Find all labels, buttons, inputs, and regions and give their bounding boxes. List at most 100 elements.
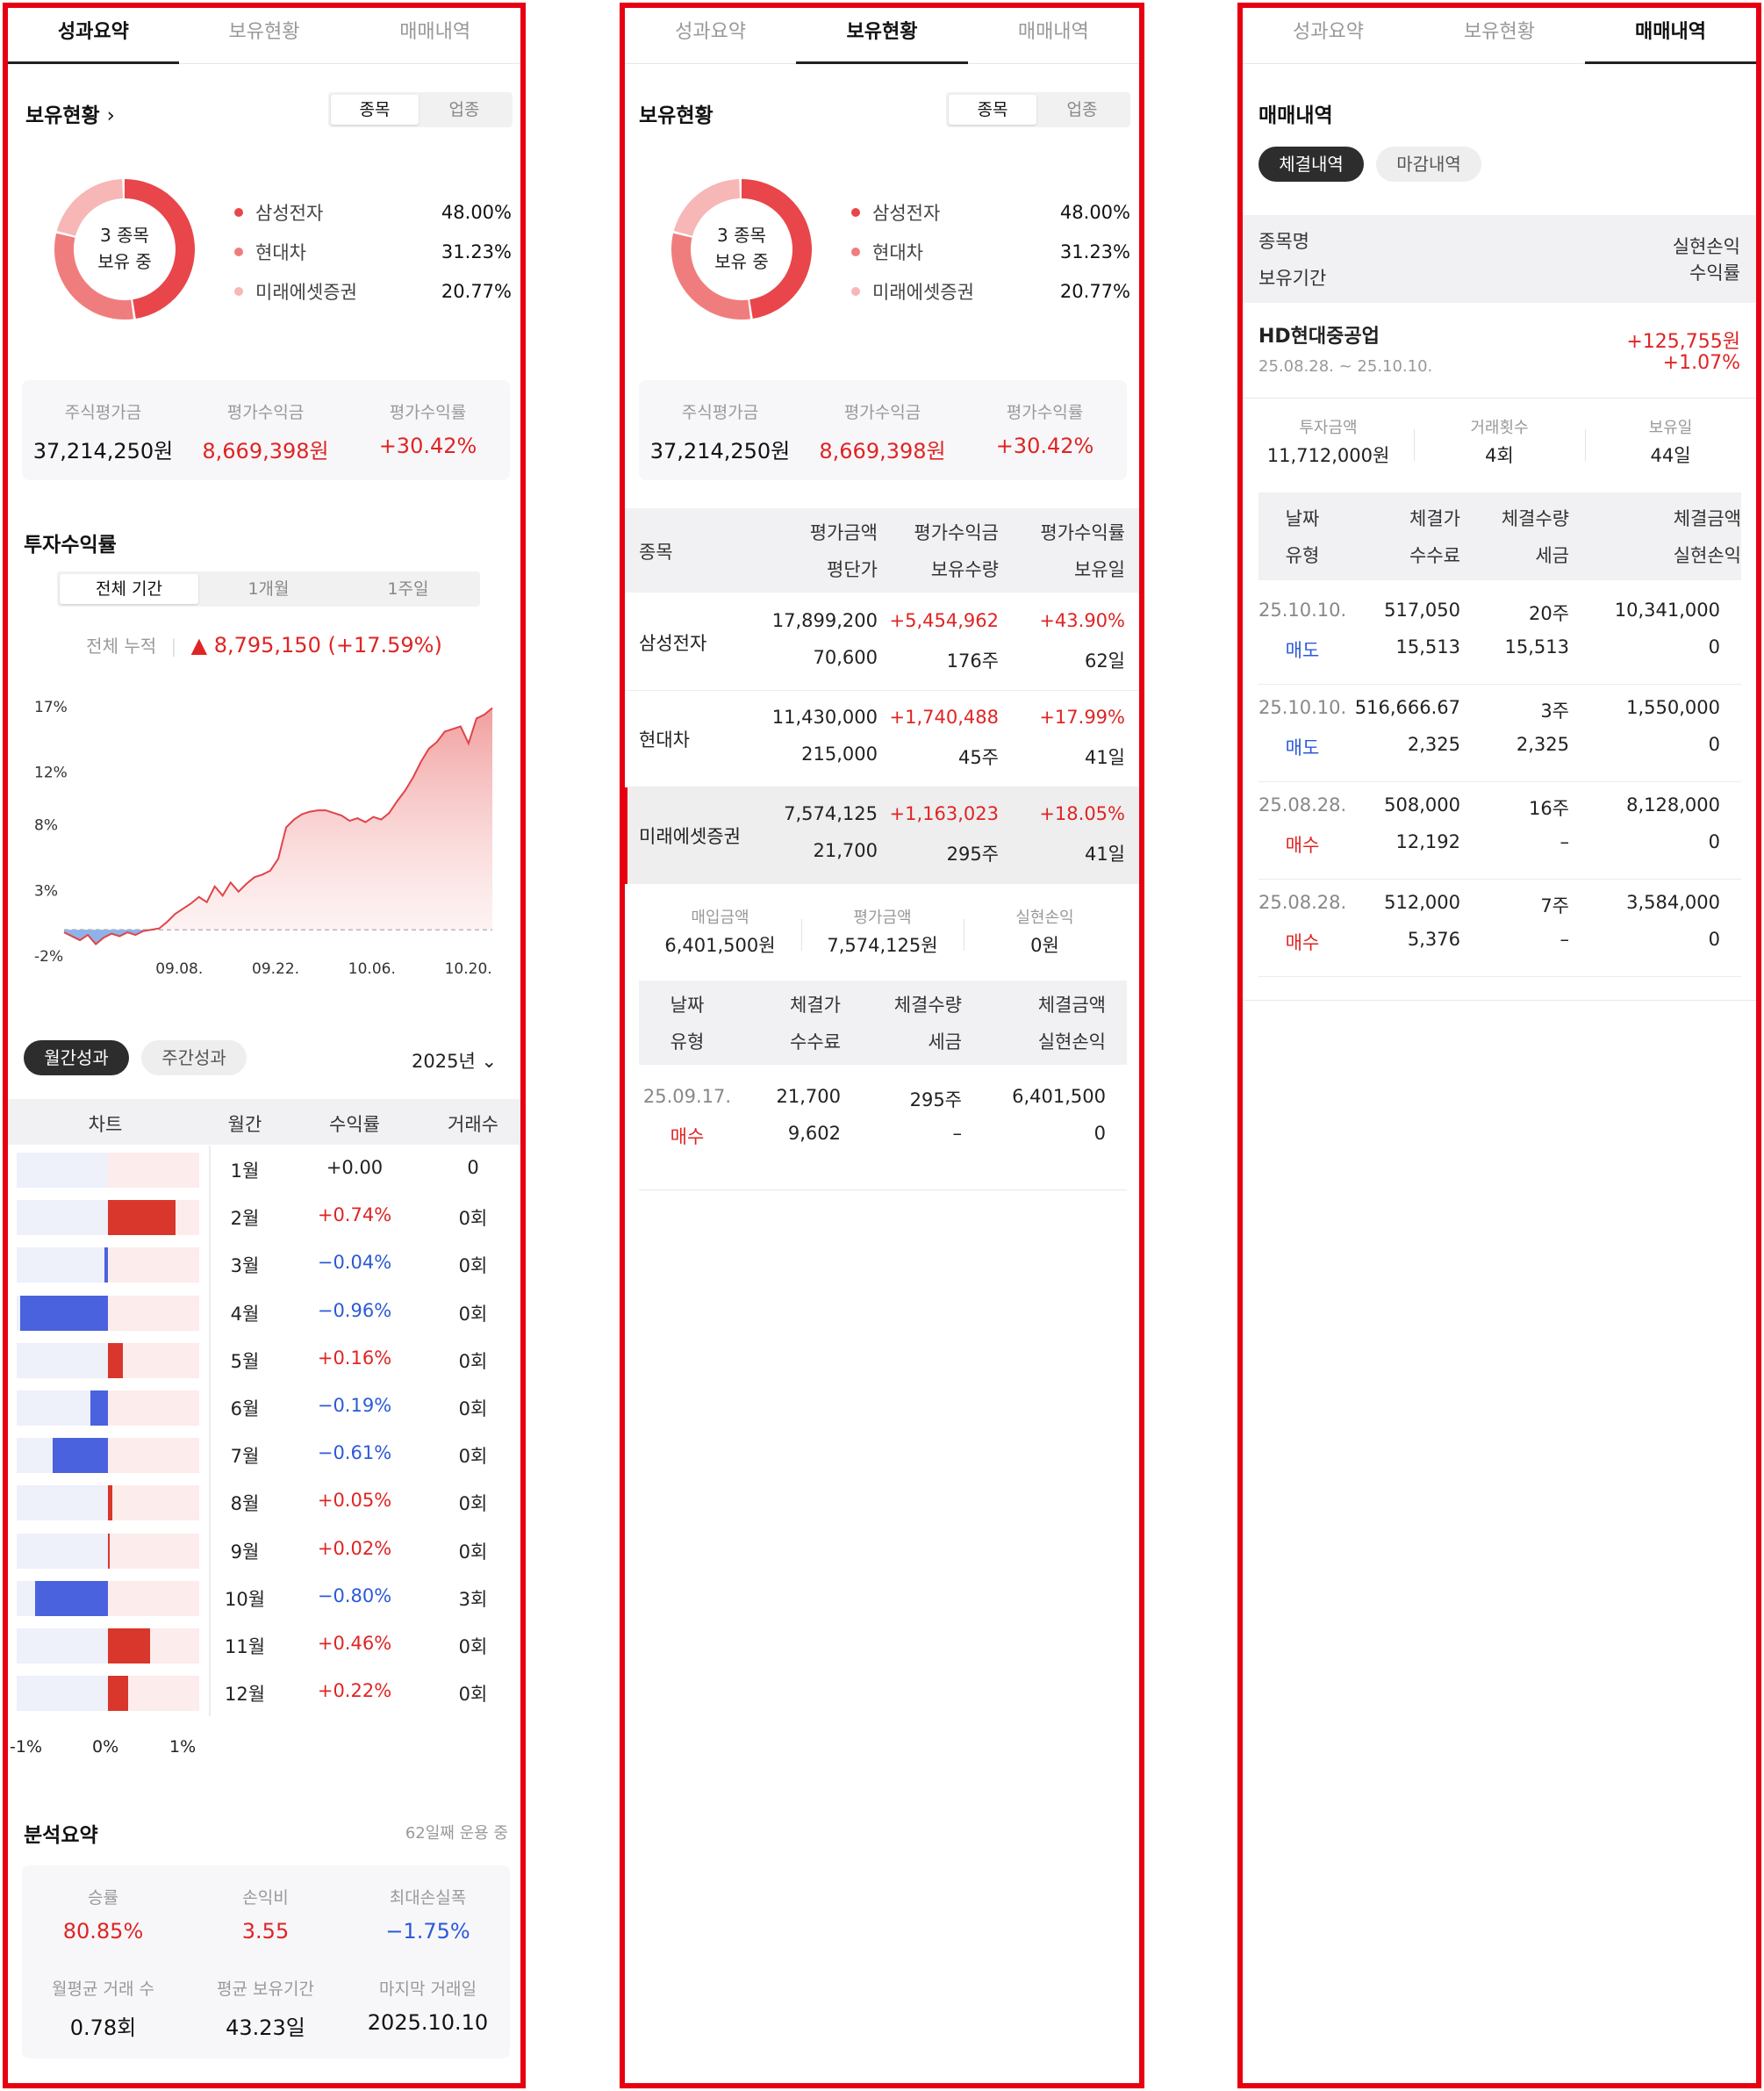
- monthly-bar-track: [17, 1295, 199, 1331]
- donut-slice: [125, 179, 195, 319]
- row-month: 8월: [230, 1493, 260, 1515]
- stat-winrate: 승률 80.85%: [22, 1885, 184, 1944]
- tab-performance[interactable]: 성과요약: [8, 8, 179, 64]
- holdings-title-link[interactable]: 보유현황 ›: [25, 98, 115, 128]
- holding-row[interactable]: 삼성전자 17,899,200 70,600 +5,454,962 176주 +43.90…: [625, 594, 1139, 691]
- trade-type: 매도: [1285, 737, 1320, 758]
- trade-qty: 295주: [909, 1089, 962, 1110]
- donut-center-label: 3 종목 보유 중: [41, 222, 208, 275]
- monthly-row[interactable]: 1월 +0.00 0: [8, 1146, 520, 1193]
- trade-list-item[interactable]: HD현대중공업 25.08.28. ~ 25.10.10. +125,755원 …: [1243, 306, 1756, 398]
- segment-sector[interactable]: 업종: [448, 100, 480, 119]
- period-all[interactable]: 전체 기간: [60, 574, 198, 604]
- donut-slice: [671, 233, 751, 320]
- holding-row[interactable]: 미래에셋증권 7,574,125 21,700 +1,163,023 295주 +18.0…: [625, 787, 1139, 884]
- trade-amount: 10,341,000: [1614, 600, 1720, 621]
- header-eval: 평가금액: [809, 522, 878, 543]
- stat-label: 거래횟수: [1470, 419, 1529, 437]
- trade-qty: 16주: [1528, 798, 1569, 819]
- trade-row[interactable]: 25.10.10. 매도 516,666.67 2,325 3주 2,325 1,550,0…: [1258, 685, 1741, 782]
- trade-row[interactable]: 25.08.28. 매수 512,000 5,376 7주 – 3,584,000 0: [1258, 880, 1741, 977]
- monthly-row[interactable]: 6월 −0.19% 0회: [8, 1383, 520, 1431]
- tab-bar: 성과요약 보유현황 매매내역: [625, 8, 1139, 64]
- bar-track-negative: [17, 1153, 108, 1188]
- trade-date: 25.09.17.: [642, 1086, 732, 1107]
- tab-trades[interactable]: 매매내역: [1017, 21, 1089, 43]
- bar-track-positive: [108, 1247, 199, 1283]
- row-trades: 0: [467, 1157, 479, 1178]
- segment-stock[interactable]: 종목: [949, 95, 1036, 125]
- monthly-bar-track: [17, 1153, 199, 1188]
- toggle-weekly[interactable]: 주간성과: [141, 1040, 247, 1075]
- trade-amount: 6,401,500: [1012, 1086, 1106, 1107]
- segment-sector[interactable]: 업종: [1066, 100, 1098, 119]
- header-qty: 보유수량: [930, 559, 999, 580]
- x-tick-label: 10.06.: [348, 960, 396, 978]
- trade-row[interactable]: 25.10.10. 매도 517,050 15,513 20주 15,513 10,341,…: [1258, 587, 1741, 685]
- monthly-bar: [90, 1390, 108, 1426]
- period-segment: 전체 기간 1개월 1주일: [57, 571, 480, 607]
- monthly-bar: [52, 1438, 108, 1474]
- stat-value: 2025.10.10: [367, 2010, 489, 2035]
- row-month: 1월: [230, 1160, 260, 1182]
- period-1month[interactable]: 1개월: [247, 579, 290, 599]
- monthly-row[interactable]: 4월 −0.96% 0회: [8, 1289, 520, 1336]
- tab-trades[interactable]: 매매내역: [399, 21, 471, 43]
- trade-pnl: 0: [1708, 636, 1720, 657]
- header-name: 종목: [639, 542, 673, 563]
- stat-value: 0.78회: [69, 2016, 137, 2040]
- monthly-row[interactable]: 9월 +0.02% 0회: [8, 1527, 520, 1574]
- bar-track-negative: [17, 1676, 108, 1712]
- tab-holdings[interactable]: 보유현황: [228, 21, 300, 43]
- toggle-executed[interactable]: 체결내역: [1258, 147, 1364, 182]
- donut-slice: [673, 179, 740, 236]
- year-select[interactable]: 2025년 ⌄: [412, 1047, 497, 1074]
- segment-stock[interactable]: 종목: [331, 95, 419, 125]
- holding-avg: 21,700: [813, 840, 878, 861]
- toggle-closed[interactable]: 마감내역: [1376, 147, 1481, 182]
- monthly-row[interactable]: 5월 +0.16% 0회: [8, 1336, 520, 1383]
- stat-value: 37,214,250원: [649, 439, 791, 463]
- x-tick-label: 09.08.: [155, 960, 203, 978]
- stat-label: 보유일: [1648, 419, 1693, 437]
- trade-date: 25.10.10.: [1258, 600, 1347, 621]
- monthly-row[interactable]: 11월 +0.46% 0회: [8, 1621, 520, 1669]
- period-1week[interactable]: 1주일: [387, 579, 429, 599]
- toggle-monthly[interactable]: 월간성과: [24, 1040, 129, 1075]
- trade-date: 25.08.28.: [1258, 892, 1347, 913]
- monthly-row[interactable]: 10월 −0.80% 3회: [8, 1574, 520, 1621]
- tab-performance[interactable]: 성과요약: [1293, 21, 1364, 43]
- holding-eval: 11,430,000: [771, 707, 878, 728]
- trade-tax: 2,325: [1516, 734, 1569, 755]
- monthly-row[interactable]: 3월 −0.04% 0회: [8, 1240, 520, 1288]
- row-month: 3월: [230, 1255, 260, 1277]
- bar-track-negative: [17, 1247, 108, 1283]
- tab-holdings[interactable]: 보유현황: [796, 8, 968, 64]
- monthly-bar-track: [17, 1533, 199, 1569]
- trade-row[interactable]: 25.09.17. 매수 21,700 9,602 295주 – 6,401,5…: [639, 1070, 1127, 1167]
- monthly-bar-track: [17, 1485, 199, 1521]
- row-trades: 0회: [458, 1684, 488, 1706]
- trade-row[interactable]: 25.08.28. 매수 508,000 12,192 16주 – 8,128,000 0: [1258, 782, 1741, 880]
- holding-rate: +43.90%: [1039, 610, 1125, 631]
- monthly-row[interactable]: 2월 +0.74% 0회: [8, 1193, 520, 1240]
- row-month: 7월: [230, 1446, 260, 1468]
- monthly-row[interactable]: 7월 −0.61% 0회: [8, 1431, 520, 1478]
- legend-item: 현대차 31.23%: [851, 239, 1130, 265]
- trade-price: 508,000: [1384, 794, 1460, 816]
- row-return: +0.16%: [317, 1347, 392, 1369]
- monthly-row[interactable]: 8월 +0.05% 0회: [8, 1478, 520, 1526]
- tab-performance[interactable]: 성과요약: [675, 21, 747, 43]
- holding-row[interactable]: 현대차 11,430,000 215,000 +1,740,488 45주 +17.99%…: [625, 691, 1139, 787]
- tab-holdings[interactable]: 보유현황: [1464, 21, 1535, 43]
- row-return: +0.00: [326, 1157, 384, 1178]
- row-month: 9월: [230, 1541, 260, 1563]
- row-trades: 0회: [458, 1636, 488, 1657]
- row-month: 5월: [230, 1350, 260, 1372]
- monthly-row[interactable]: 12월 +0.22% 0회: [8, 1669, 520, 1716]
- header-chart: 차트: [88, 1114, 123, 1135]
- legend-dot: [851, 287, 860, 296]
- tab-trades[interactable]: 매매내역: [1585, 8, 1756, 64]
- item-rate: +1.07%: [1662, 352, 1740, 374]
- stat-value: 8,669,398원: [819, 439, 946, 463]
